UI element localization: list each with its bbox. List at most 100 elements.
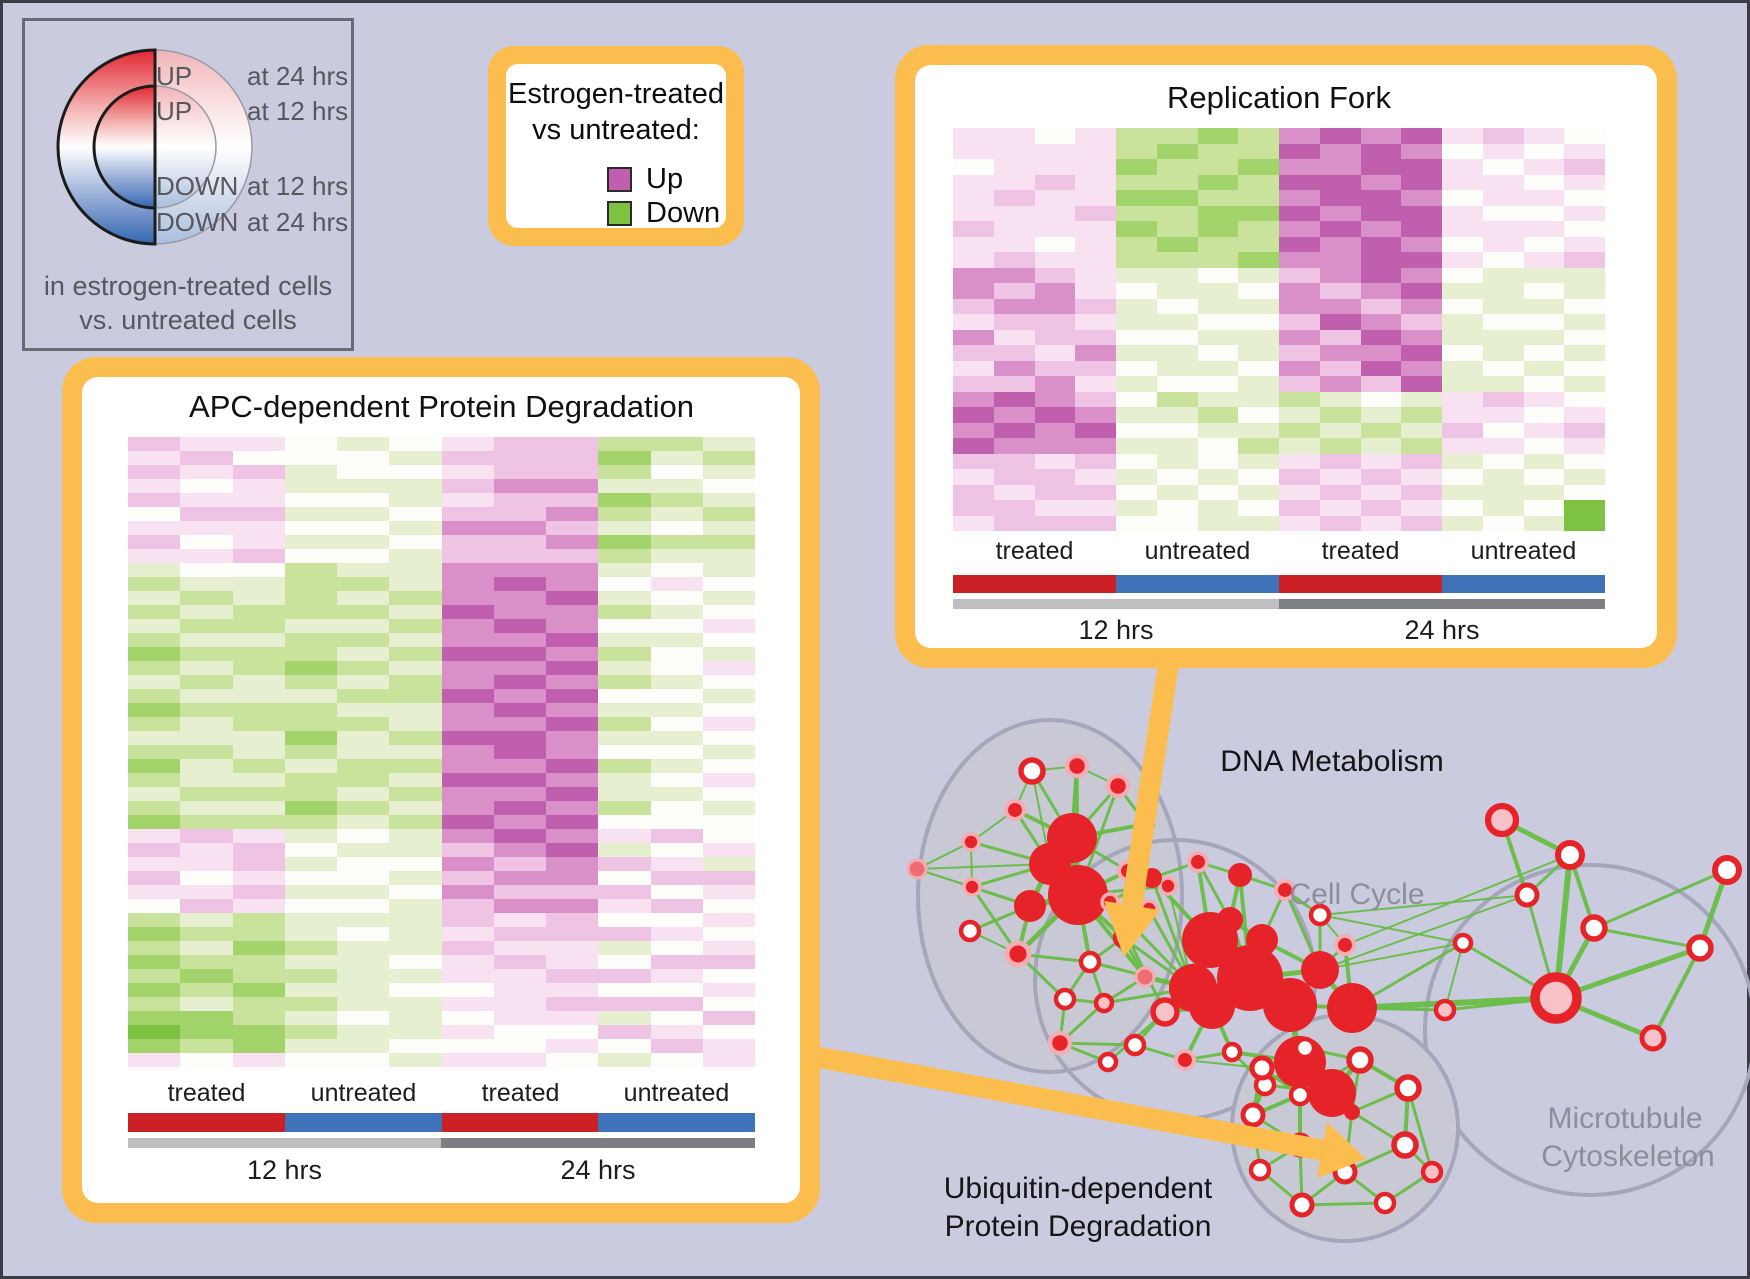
heatmap-cell xyxy=(232,479,285,493)
heatmap-cell xyxy=(1279,205,1320,221)
heatmap-row xyxy=(953,221,1605,237)
heatmap-cell xyxy=(1279,128,1320,144)
heatmap-cell xyxy=(598,787,651,801)
heatmap-cell xyxy=(650,773,703,787)
heatmap-cell xyxy=(1279,159,1320,175)
heatmap-cell xyxy=(1034,143,1076,159)
heatmap-cell xyxy=(441,535,494,549)
color-legend-title-line1: Estrogen-treated xyxy=(507,78,724,110)
heatmap-cell xyxy=(702,1025,755,1039)
heatmap-cell xyxy=(337,759,390,773)
heatmap-cell xyxy=(180,437,233,451)
heatmap-cell xyxy=(441,899,494,913)
heatmap-cell xyxy=(1482,376,1524,392)
heatmap-cell xyxy=(953,422,994,438)
heatmap-cell xyxy=(702,745,755,759)
heatmap-cell xyxy=(546,521,599,535)
heatmap-cell xyxy=(389,801,442,815)
heatmap-cell xyxy=(389,927,442,941)
up-color-swatch xyxy=(607,167,632,192)
heatmap-cell xyxy=(1360,376,1402,392)
heatmap-cell xyxy=(441,1053,494,1067)
heatmap-cell xyxy=(598,437,651,451)
heatmap-cell xyxy=(1319,515,1361,531)
heatmap-cell xyxy=(1401,484,1442,500)
heatmap-cell xyxy=(128,871,181,885)
heatmap-cell xyxy=(389,899,442,913)
heatmap-cell xyxy=(650,913,703,927)
heatmap-row xyxy=(128,731,755,745)
heatmap-cell xyxy=(598,815,651,829)
heatmap-cell xyxy=(1360,484,1402,500)
heatmap-cell xyxy=(1279,484,1320,500)
heatmap-cell xyxy=(180,493,233,507)
heatmap-cell xyxy=(1279,190,1320,206)
rf-bar-untreated-24 xyxy=(1442,575,1605,593)
heatmap-cell xyxy=(493,885,546,899)
heatmap-cell xyxy=(1360,515,1402,531)
heatmap-cell xyxy=(1116,267,1157,283)
heatmap-cell xyxy=(546,857,599,871)
heatmap-cell xyxy=(546,647,599,661)
heatmap-cell xyxy=(1034,484,1076,500)
heatmap-cell xyxy=(702,815,755,829)
heatmap-cell xyxy=(650,899,703,913)
heatmap-cell xyxy=(1075,484,1116,500)
heatmap-cell xyxy=(389,577,442,591)
heatmap-cell xyxy=(389,983,442,997)
heatmap-cell xyxy=(232,857,285,871)
heatmap-cell xyxy=(1075,360,1116,376)
heatmap-cell xyxy=(1401,298,1442,314)
heatmap-cell xyxy=(702,1053,755,1067)
heatmap-cell xyxy=(441,815,494,829)
network-node xyxy=(1248,1158,1272,1182)
heatmap-cell xyxy=(284,465,337,479)
heatmap-cell xyxy=(953,128,994,144)
heatmap-cell xyxy=(1034,190,1076,206)
heatmap-cell xyxy=(180,983,233,997)
heatmap-cell xyxy=(598,647,651,661)
heatmap-cell xyxy=(1442,252,1483,268)
heatmap-cell xyxy=(284,661,337,675)
network-node xyxy=(1263,978,1317,1032)
heatmap-cell xyxy=(389,1039,442,1053)
heatmap-cell xyxy=(702,717,755,731)
heatmap-cell xyxy=(993,283,1035,299)
heatmap-cell xyxy=(702,801,755,815)
heatmap-cell xyxy=(284,563,337,577)
heatmap-cell xyxy=(1075,221,1116,237)
heatmap-cell xyxy=(1197,391,1239,407)
heatmap-cell xyxy=(284,745,337,759)
rf-group-label-untreated-24: untreated xyxy=(1470,537,1577,565)
heatmap-cell xyxy=(389,997,442,1011)
heatmap-cell xyxy=(546,479,599,493)
heatmap-cell xyxy=(1156,407,1198,423)
heatmap-cell xyxy=(389,787,442,801)
heatmap-cell xyxy=(389,647,442,661)
heatmap-cell xyxy=(650,857,703,871)
heatmap-cell xyxy=(1116,515,1157,531)
heatmap-cell xyxy=(650,955,703,969)
heatmap-cell xyxy=(493,857,546,871)
heatmap-cell xyxy=(953,205,994,221)
heatmap-cell xyxy=(993,205,1035,221)
heatmap-cell xyxy=(493,801,546,815)
heatmap-cell xyxy=(1197,159,1239,175)
heatmap-cell xyxy=(389,815,442,829)
heatmap-cell xyxy=(1156,345,1198,361)
heatmap-cell xyxy=(1116,469,1157,485)
heatmap-cell xyxy=(493,1039,546,1053)
heatmap-cell xyxy=(1360,360,1402,376)
heatmap-cell xyxy=(1360,283,1402,299)
heatmap-cell xyxy=(1116,376,1157,392)
heatmap-cell xyxy=(546,563,599,577)
heatmap-cell xyxy=(128,1053,181,1067)
heatmap-row xyxy=(953,391,1605,407)
heatmap-cell xyxy=(1116,329,1157,345)
heatmap-cell xyxy=(702,689,755,703)
heatmap-cell xyxy=(1279,407,1320,423)
heatmap-cell xyxy=(284,1039,337,1053)
heatmap-cell xyxy=(1116,298,1157,314)
heatmap-row xyxy=(128,829,755,843)
